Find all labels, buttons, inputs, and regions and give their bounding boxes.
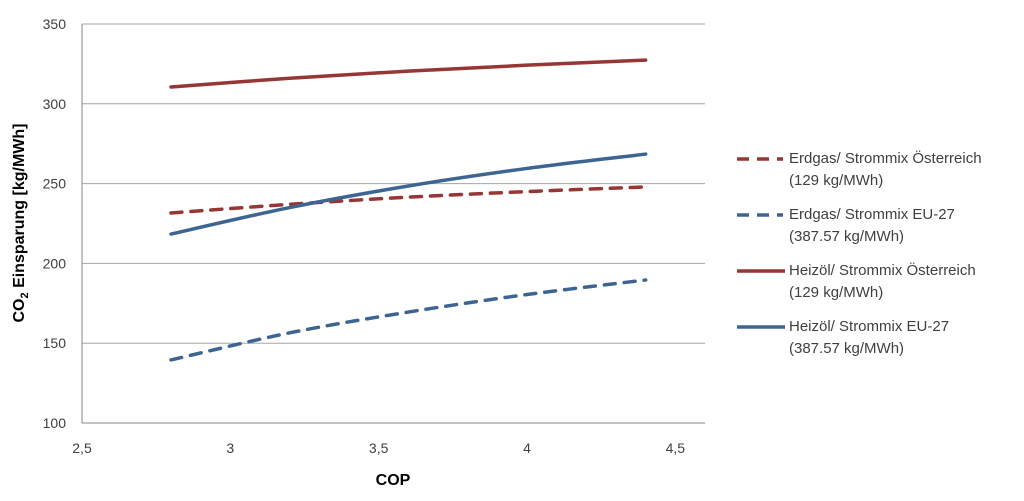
- x-tick-label: 2,5: [72, 440, 92, 456]
- y-tick-label: 250: [43, 176, 67, 192]
- x-tick-label: 3: [226, 440, 234, 456]
- x-tick-label: 3,5: [369, 440, 389, 456]
- legend-label: Heizöl/ Strommix Österreich (129 kg/MWh): [789, 262, 976, 301]
- gridlines: [82, 23, 705, 344]
- y-axis-title-rest: Einsparung [kg/MWh]: [11, 124, 28, 293]
- axes: [81, 24, 705, 424]
- legend-label: Erdgas/ Strommix Österreich (129 kg/MWh): [789, 150, 982, 189]
- y-tick-label: 100: [43, 415, 67, 431]
- legend: Erdgas/ Strommix Österreich (129 kg/MWh)…: [735, 148, 1020, 372]
- legend-swatch-erdgas-eu: [737, 213, 783, 217]
- y-tick-label: 300: [43, 96, 67, 112]
- legend-swatch-erdgas-at: [737, 157, 783, 161]
- series-lines: [169, 58, 648, 362]
- y-tick-label: 200: [43, 255, 67, 271]
- series-line-0: [169, 185, 648, 215]
- series-line-2: [169, 58, 648, 89]
- legend-item: Erdgas/ Strommix EU-27 (387.57 kg/MWh): [735, 204, 1020, 248]
- series-line-1: [169, 278, 648, 362]
- series-line-3: [169, 152, 648, 236]
- legend-item: Heizöl/ Strommix Österreich (129 kg/MWh): [735, 260, 1020, 304]
- y-axis-title: CO2 Einsparung [kg/MWh]: [11, 124, 31, 323]
- x-tick-labels: 2,5 3 3,5 4 4,5: [72, 440, 685, 456]
- legend-swatch-heizoel-at: [737, 269, 785, 273]
- legend-swatch-heizoel-eu: [737, 325, 785, 329]
- y-tick-label: 150: [43, 335, 67, 351]
- y-axis-title-sub: 2: [19, 292, 31, 298]
- y-axis-title-co: CO: [11, 299, 28, 323]
- legend-label: Heizöl/ Strommix EU-27 (387.57 kg/MWh): [789, 318, 950, 357]
- legend-item: Erdgas/ Strommix Österreich (129 kg/MWh): [735, 148, 1020, 192]
- y-tick-labels: 100 150 200 250 300 350: [43, 16, 67, 431]
- x-tick-label: 4: [523, 440, 531, 456]
- legend-label: Erdgas/ Strommix EU-27 (387.57 kg/MWh): [789, 206, 955, 245]
- legend-item: Heizöl/ Strommix EU-27 (387.57 kg/MWh): [735, 316, 1020, 360]
- y-tick-label: 350: [43, 16, 67, 32]
- chart-plot: 100 150 200 250 300 350 2,5 3 3,5 4 4,5 COP CO2 E…: [11, 16, 705, 489]
- x-tick-label: 4,5: [666, 440, 686, 456]
- x-axis-title: COP: [376, 472, 411, 489]
